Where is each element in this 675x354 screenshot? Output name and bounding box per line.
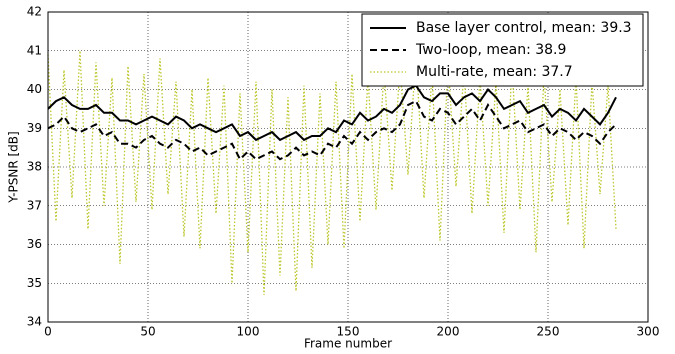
legend-label: Two-loop, mean: 38.9 — [415, 42, 566, 58]
y-axis-label: Y-PSNR [dB] — [7, 131, 21, 203]
y-tick-label: 40 — [27, 82, 42, 96]
y-tick-label: 34 — [27, 315, 42, 329]
x-tick-label: 50 — [140, 325, 155, 339]
y-tick-label: 39 — [27, 121, 42, 135]
legend-label: Multi-rate, mean: 37.7 — [416, 64, 573, 80]
series-line — [47, 84, 617, 142]
y-tick-label: 41 — [27, 43, 42, 57]
y-tick-label: 36 — [27, 237, 42, 251]
x-tick-label: 0 — [44, 325, 52, 339]
plot-frame — [47, 11, 649, 323]
x-axis-label: Frame number — [304, 337, 392, 351]
x-tick-label: 300 — [637, 325, 660, 339]
y-tick-label: 42 — [27, 5, 42, 19]
series-line — [47, 99, 617, 161]
legend-label: Base layer control, mean: 39.3 — [416, 20, 632, 36]
legend-box — [361, 13, 644, 87]
y-tick-label: 37 — [27, 198, 42, 212]
x-tick-label: 100 — [237, 325, 260, 339]
x-tick-label: 150 — [337, 325, 360, 339]
x-tick-label: 250 — [537, 325, 560, 339]
y-tick-label: 35 — [27, 276, 42, 290]
x-tick-label: 200 — [437, 325, 460, 339]
y-tick-label: 38 — [27, 160, 42, 174]
series-line — [47, 50, 617, 295]
